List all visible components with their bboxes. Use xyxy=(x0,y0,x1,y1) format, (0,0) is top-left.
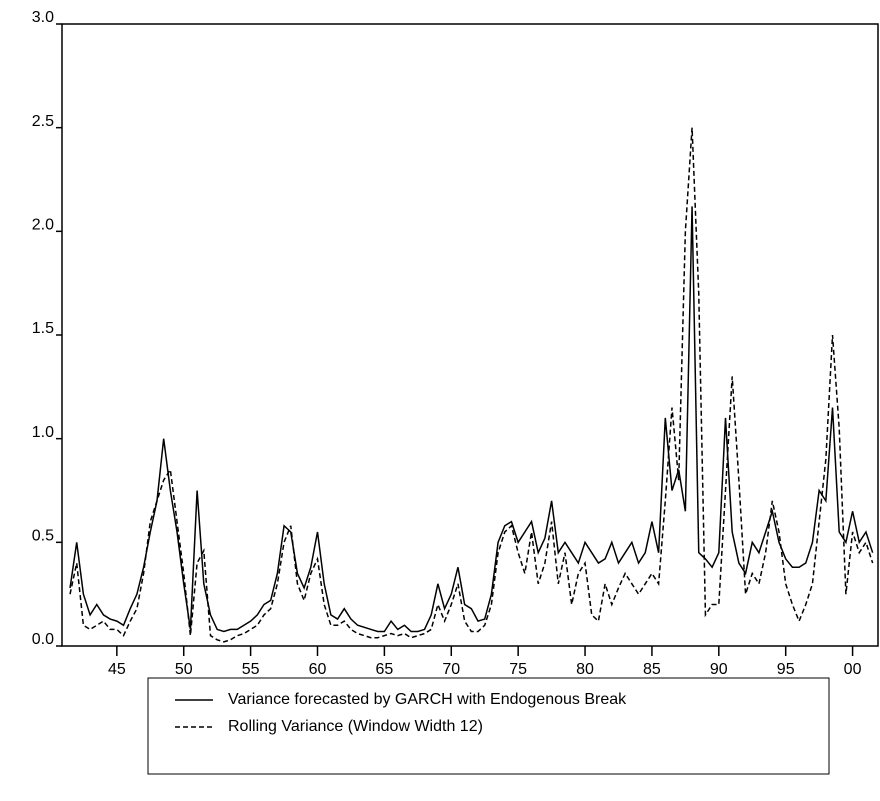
x-tick-label: 55 xyxy=(242,661,260,678)
series-line xyxy=(69,206,874,633)
y-tick-label: 1.0 xyxy=(32,424,54,441)
x-tick-label: 50 xyxy=(175,661,193,678)
plot-frame xyxy=(61,23,879,647)
y-tick-label: 1.5 xyxy=(32,320,54,337)
x-tick-label: 90 xyxy=(710,661,728,678)
x-tick-label: 45 xyxy=(108,661,126,678)
x-tick-label: 75 xyxy=(509,661,527,678)
series-line xyxy=(69,127,874,643)
x-tick-label: 60 xyxy=(309,661,327,678)
x-tick-label: 95 xyxy=(777,661,795,678)
y-tick-label: 3.0 xyxy=(32,9,54,26)
x-tick-label: 65 xyxy=(375,661,393,678)
y-tick-label: 2.0 xyxy=(32,217,54,234)
x-tick-label: 00 xyxy=(844,661,862,678)
legend-label: Variance forecasted by GARCH with Endoge… xyxy=(228,691,627,708)
x-tick-label: 70 xyxy=(442,661,460,678)
legend-label: Rolling Variance (Window Width 12) xyxy=(228,718,483,735)
legend-box xyxy=(147,677,830,775)
y-tick-label: 2.5 xyxy=(32,113,54,130)
y-tick-label: 0.5 xyxy=(32,528,54,545)
x-tick-label: 85 xyxy=(643,661,661,678)
y-tick-label: 0.0 xyxy=(32,631,54,648)
x-tick-label: 80 xyxy=(576,661,594,678)
